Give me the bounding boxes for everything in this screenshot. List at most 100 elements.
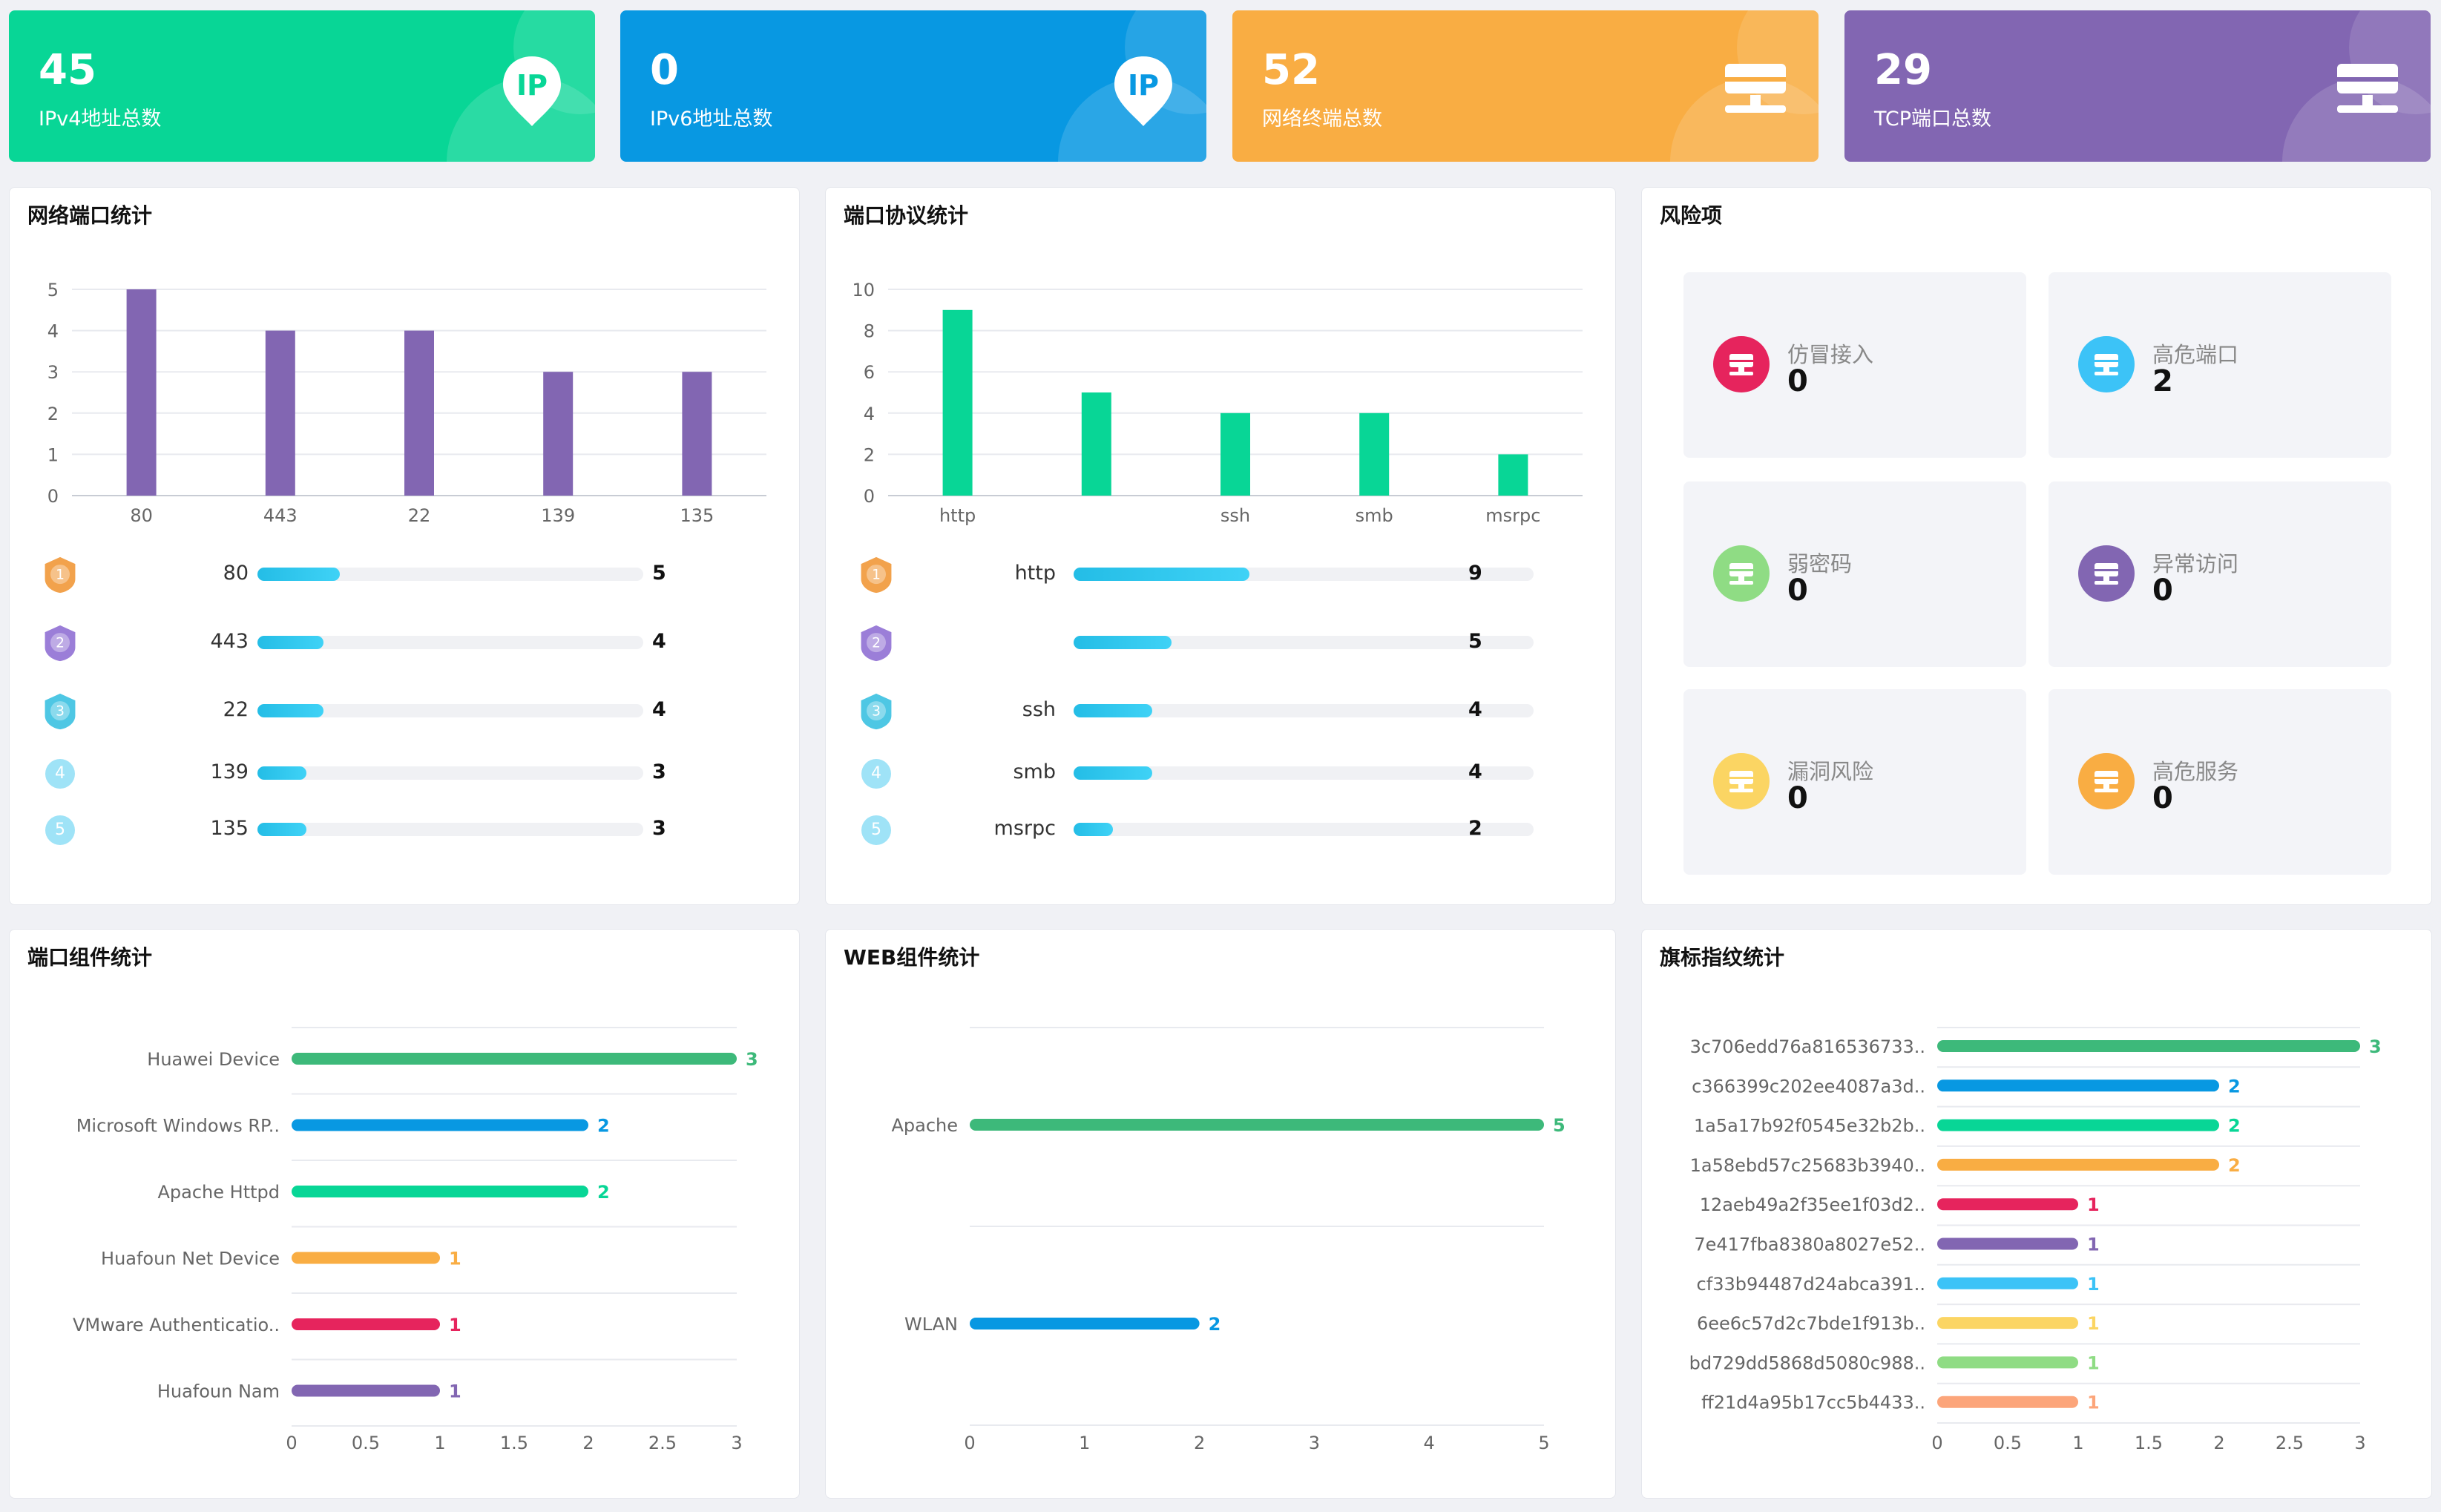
rank-label: 80 — [223, 562, 249, 585]
x-tick-label: smb — [1356, 505, 1393, 526]
rank-value: 4 — [652, 698, 666, 721]
rank-label: smb — [1013, 760, 1056, 783]
stat-label: TCP端口总数 — [1874, 108, 1992, 131]
risk-vulnerability-tile[interactable]: 漏洞风险 0 — [1683, 689, 2026, 875]
risk-value: 0 — [1787, 573, 1808, 608]
data-label: 1 — [2087, 1313, 2100, 1334]
category-label: Huafoun Net Device — [101, 1249, 280, 1269]
x-tick-label: 1 — [2072, 1433, 2083, 1453]
rank-circle: 4 — [861, 759, 891, 789]
rank-medal-icon: 1 — [861, 556, 892, 594]
terminal-icon — [1713, 336, 1770, 392]
risk-name: 高危端口 — [2152, 342, 2239, 367]
rank-progress-fill — [1074, 636, 1172, 649]
data-label: 3 — [2369, 1036, 2382, 1057]
risk-title: 风险项 — [1660, 203, 1723, 228]
risk-value: 0 — [2152, 781, 2173, 815]
rank-value: 4 — [652, 630, 666, 653]
rank-progress-fill — [257, 766, 307, 780]
data-label: 1 — [2087, 1393, 2100, 1413]
stat-label: IPv6地址总数 — [650, 108, 773, 131]
category-label: bd729dd5868d5080c988.. — [1689, 1352, 1925, 1373]
port-protocol-chart: 0 2 4 6 8 10 http ssh smb msrpc — [852, 280, 1583, 526]
ip-pin-icon: IP — [1114, 56, 1172, 126]
risk-name: 异常访问 — [2152, 551, 2239, 576]
risk-high-service-tile[interactable]: 高危服务 0 — [2049, 689, 2391, 875]
bar — [970, 1119, 1544, 1131]
bar — [292, 1384, 440, 1397]
bar — [1937, 1396, 2078, 1408]
category-label: 1a5a17b92f0545e32b2b.. — [1694, 1116, 1925, 1137]
category-label: Huafoun Nam — [157, 1381, 280, 1402]
y-tick-label: 2 — [864, 444, 875, 465]
category-label: Apache Httpd — [158, 1182, 280, 1203]
rank-circle: 5 — [861, 815, 891, 845]
bar — [292, 1186, 588, 1197]
rank-progress-fill — [257, 636, 323, 649]
bar — [970, 1318, 1200, 1329]
x-tick-label: 2 — [2213, 1433, 2224, 1453]
rank-progress-track — [1074, 636, 1534, 649]
x-tick-label: 2 — [582, 1433, 594, 1453]
x-tick-label: 4 — [1424, 1433, 1435, 1453]
svg-text:1: 1 — [872, 568, 881, 583]
rank-circle: 4 — [45, 759, 75, 789]
stat-label: IPv4地址总数 — [39, 108, 162, 131]
x-tick-label: 0 — [286, 1433, 297, 1453]
terminal-icon — [2078, 336, 2135, 392]
risk-high-port-tile[interactable]: 高危端口 2 — [2049, 272, 2391, 458]
rank-progress-fill — [1074, 568, 1250, 581]
network-port-chart: 0 1 2 3 4 5 80 443 22 139 135 — [47, 280, 766, 526]
banner-chart: 3c706edd76a816536733.. 3 c366399c202ee4087… — [1689, 1027, 2382, 1453]
y-tick-label: 5 — [47, 280, 59, 300]
category-label: WLAN — [904, 1314, 958, 1335]
port-component-title: 端口组件统计 — [27, 945, 153, 970]
rank-row: 4 smb 4 — [826, 757, 1615, 790]
x-tick-label: 139 — [541, 505, 575, 526]
rank-progress-track — [1074, 568, 1534, 581]
x-tick-label: msrpc — [1485, 505, 1540, 526]
data-label: 2 — [2228, 1076, 2241, 1097]
bar — [1359, 412, 1390, 496]
bar — [1937, 1317, 2078, 1329]
rank-progress-track — [1074, 704, 1534, 717]
x-tick-label: 1.5 — [2135, 1433, 2163, 1453]
rank-value: 4 — [1468, 698, 1482, 721]
bar — [1937, 1158, 2219, 1171]
terminal-icon — [2078, 753, 2135, 809]
risk-value: 2 — [2152, 364, 2173, 398]
stat-label: 网络终端总数 — [1262, 108, 1382, 131]
category-label: 3c706edd76a816536733.. — [1690, 1036, 1925, 1057]
x-tick-label: 0 — [1931, 1433, 1942, 1453]
rank-label: http — [1014, 562, 1056, 585]
category-label: 1a58ebd57c25683b3940.. — [1690, 1155, 1925, 1176]
rank-progress-track — [257, 823, 643, 836]
category-label: 7e417fba8380a8027e52.. — [1694, 1235, 1925, 1255]
x-tick-label: 443 — [263, 505, 298, 526]
category-label: ff21d4a95b17cc5b4433.. — [1701, 1393, 1925, 1413]
x-tick-label: 22 — [408, 505, 431, 526]
terminal-icon — [2078, 545, 2135, 602]
rank-row: 2 443 4 — [10, 625, 799, 662]
rank-row: 5 135 3 — [10, 814, 799, 847]
rank-progress-fill — [257, 704, 323, 717]
risk-abnormal-access-tile[interactable]: 异常访问 0 — [2049, 481, 2391, 667]
data-label: 1 — [449, 1249, 461, 1269]
rank-row: 1 80 5 — [10, 556, 799, 594]
x-tick-label: 2.5 — [648, 1433, 677, 1453]
stat-card-2: 0 IPv6地址总数 IP — [620, 10, 1206, 162]
stat-card-4: 29 TCP端口总数 — [1844, 10, 2431, 162]
risk-name: 漏洞风险 — [1787, 759, 1874, 784]
x-tick-label: 3 — [731, 1433, 742, 1453]
ip-icon-text: IP — [516, 69, 548, 102]
risk-weak-password-tile[interactable]: 弱密码 0 — [1683, 481, 2026, 667]
x-tick-label: 1 — [434, 1433, 445, 1453]
rank-medal-icon: 3 — [861, 693, 892, 730]
rank-label: 22 — [223, 698, 249, 721]
rank-medal-icon: 1 — [45, 556, 76, 594]
bar — [292, 1252, 440, 1264]
banner-card: 旗标指纹统计 3c706edd76a816536733.. 3 c366399c20… — [1641, 929, 2432, 1499]
risk-spoof-access-tile[interactable]: 仿冒接入 0 — [1683, 272, 2026, 458]
risk-name: 仿冒接入 — [1787, 342, 1874, 367]
